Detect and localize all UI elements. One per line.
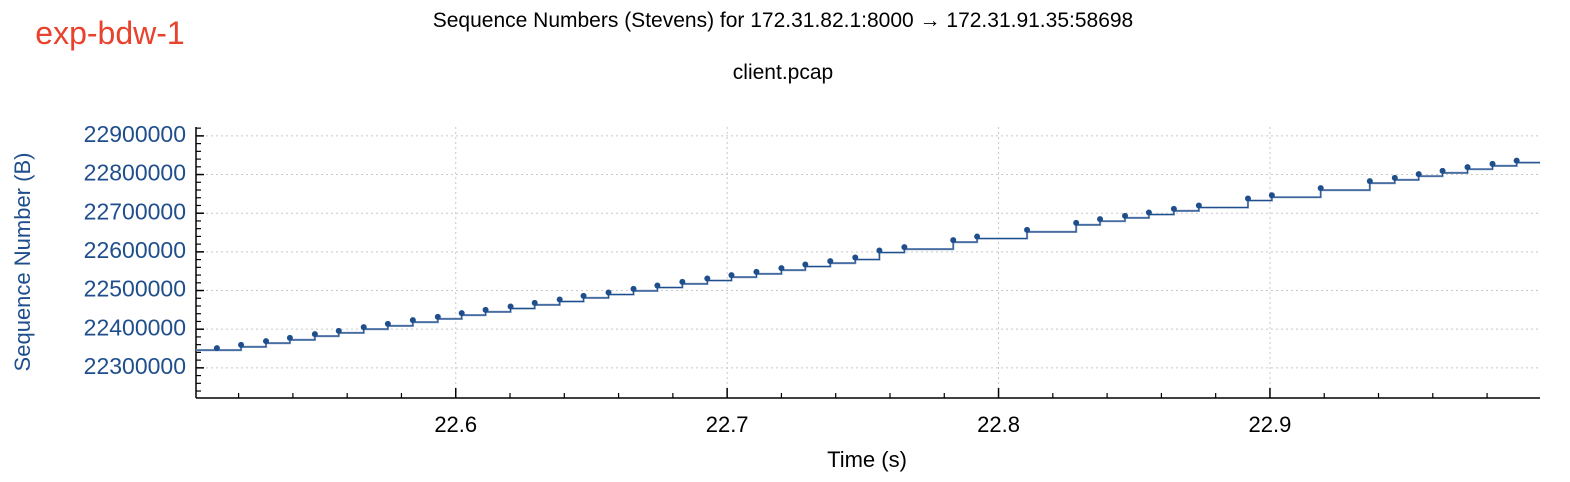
data-point bbox=[630, 285, 637, 292]
x-tick-label: 22.7 bbox=[706, 412, 749, 437]
data-point bbox=[827, 258, 834, 265]
data-point bbox=[1489, 160, 1496, 167]
data-point bbox=[1366, 178, 1373, 185]
data-point bbox=[335, 327, 342, 334]
data-point bbox=[360, 324, 367, 331]
x-tick-label: 22.8 bbox=[977, 412, 1020, 437]
data-point bbox=[458, 310, 465, 317]
y-tick-label: 22400000 bbox=[84, 314, 186, 340]
data-point bbox=[238, 341, 245, 348]
data-point bbox=[1391, 174, 1398, 181]
data-point bbox=[802, 261, 809, 268]
data-point bbox=[605, 289, 612, 296]
data-point bbox=[286, 334, 293, 341]
data-point bbox=[434, 313, 441, 320]
data-point bbox=[1317, 185, 1324, 192]
data-point bbox=[778, 265, 785, 272]
x-axis-label: Time (s) bbox=[827, 447, 907, 472]
x-tick-label: 22.6 bbox=[434, 412, 477, 437]
data-point bbox=[1145, 209, 1152, 216]
data-point bbox=[311, 331, 318, 338]
corner-label: exp-bdw-1 bbox=[35, 15, 184, 51]
data-point bbox=[704, 275, 711, 282]
y-tick-label: 22300000 bbox=[84, 353, 186, 379]
data-point bbox=[1073, 219, 1080, 226]
data-point bbox=[1244, 195, 1251, 202]
y-tick-label: 22700000 bbox=[84, 198, 186, 224]
data-point bbox=[482, 306, 489, 313]
series-step-shadow bbox=[196, 161, 1540, 352]
x-tick-label: 22.9 bbox=[1249, 412, 1292, 437]
data-point bbox=[1170, 205, 1177, 212]
chart-subtitle: client.pcap bbox=[733, 61, 833, 84]
data-point bbox=[556, 296, 563, 303]
data-point bbox=[679, 278, 686, 285]
y-tick-label: 22500000 bbox=[84, 276, 186, 302]
axes bbox=[195, 127, 1540, 399]
series-step-line bbox=[196, 162, 1540, 351]
data-point bbox=[1513, 157, 1520, 164]
data-point bbox=[852, 254, 859, 261]
data-point bbox=[654, 282, 661, 289]
data-point bbox=[974, 233, 981, 240]
data-point bbox=[1122, 212, 1129, 219]
data-point bbox=[1097, 216, 1104, 223]
data-point bbox=[1195, 202, 1202, 209]
data-point bbox=[876, 247, 883, 254]
data-point bbox=[950, 237, 957, 244]
data-point bbox=[507, 303, 514, 310]
data-point bbox=[580, 292, 587, 299]
data-point bbox=[531, 299, 538, 306]
data-point bbox=[728, 272, 735, 279]
data-point bbox=[384, 320, 391, 327]
data-point bbox=[213, 345, 220, 352]
y-tick-label: 22800000 bbox=[84, 160, 186, 186]
data-point bbox=[263, 338, 270, 345]
tick-labels: 22300000 22400000 22500000 22600000 22700000… bbox=[84, 121, 1292, 437]
data-point bbox=[901, 244, 908, 251]
data-point bbox=[1415, 171, 1422, 178]
series-segments bbox=[196, 157, 1540, 352]
y-axis-label: Sequence Number (B) bbox=[10, 153, 35, 372]
chart-title: Sequence Numbers (Stevens) for 172.31.82… bbox=[433, 9, 1134, 32]
data-point bbox=[409, 317, 416, 324]
data-point bbox=[1024, 226, 1031, 233]
data-point bbox=[1268, 192, 1275, 199]
y-tick-label: 22900000 bbox=[84, 121, 186, 147]
data-point bbox=[753, 268, 760, 275]
grid bbox=[196, 127, 1540, 398]
data-point bbox=[1464, 164, 1471, 171]
y-tick-label: 22600000 bbox=[84, 237, 186, 263]
data-point bbox=[1439, 167, 1446, 174]
